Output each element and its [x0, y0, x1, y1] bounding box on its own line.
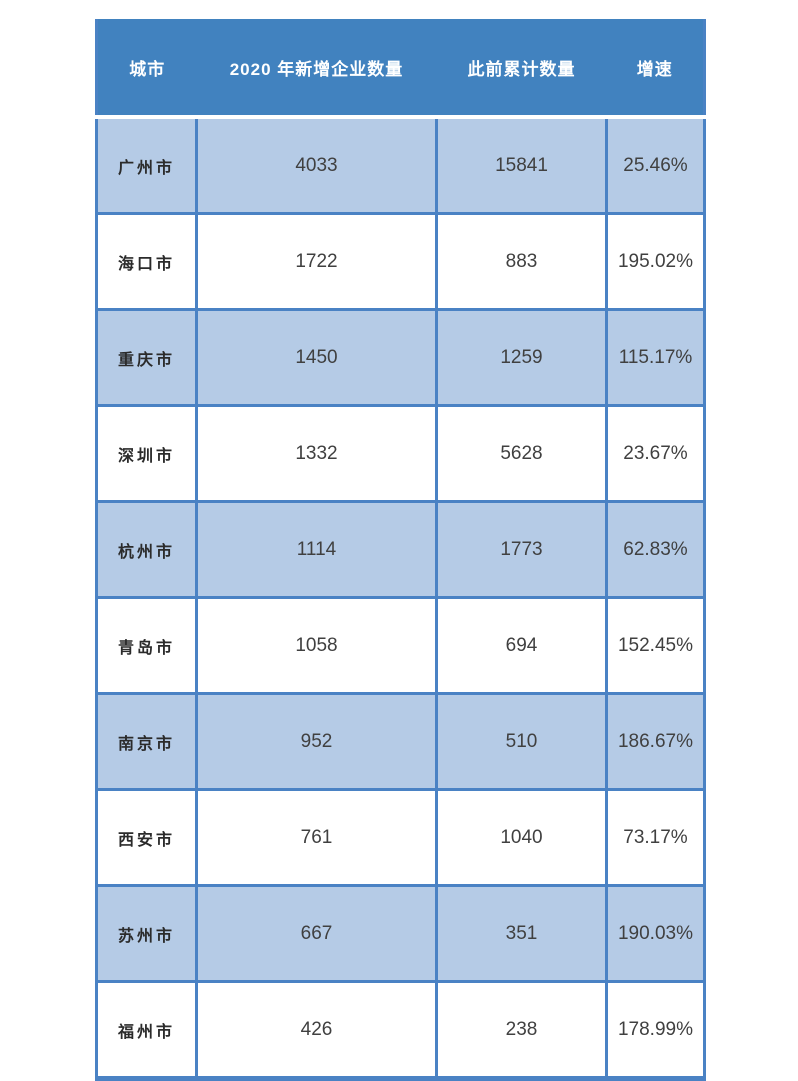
- city-enterprise-table: 城市 2020 年新增企业数量 此前累计数量 增速 广州市 4033 15841…: [95, 19, 706, 1081]
- cell-new-2020: 1332: [195, 404, 438, 503]
- column-header-cumulative: 此前累计数量: [436, 19, 607, 119]
- column-header-city: 城市: [96, 19, 197, 119]
- table-row: 青岛市 1058 694 152.45%: [95, 596, 706, 695]
- table-row: 苏州市 667 351 190.03%: [95, 884, 706, 983]
- cell-growth: 195.02%: [605, 212, 706, 311]
- cell-growth: 178.99%: [605, 980, 706, 1080]
- cell-new-2020: 952: [195, 692, 438, 791]
- cell-city: 广州市: [95, 115, 198, 215]
- cell-growth: 25.46%: [605, 115, 706, 215]
- cell-new-2020: 667: [195, 884, 438, 983]
- cell-city: 青岛市: [95, 596, 198, 695]
- cell-cumulative: 238: [435, 980, 608, 1080]
- cell-cumulative: 510: [435, 692, 608, 791]
- table-row: 西安市 761 1040 73.17%: [95, 788, 706, 887]
- cell-growth: 190.03%: [605, 884, 706, 983]
- cell-city: 杭州市: [95, 500, 198, 599]
- cell-cumulative: 1773: [435, 500, 608, 599]
- table-row: 广州市 4033 15841 25.46%: [95, 115, 706, 215]
- cell-growth: 62.83%: [605, 500, 706, 599]
- table-row: 海口市 1722 883 195.02%: [95, 212, 706, 311]
- header-row: 城市 2020 年新增企业数量 此前累计数量 增速: [96, 19, 705, 119]
- cell-cumulative: 1259: [435, 308, 608, 407]
- cell-city: 重庆市: [95, 308, 198, 407]
- cell-city: 西安市: [95, 788, 198, 887]
- city-enterprise-table-container: 城市 2020 年新增企业数量 此前累计数量 增速 广州市 4033 15841…: [95, 19, 706, 1081]
- cell-new-2020: 426: [195, 980, 438, 1080]
- cell-growth: 115.17%: [605, 308, 706, 407]
- cell-cumulative: 694: [435, 596, 608, 695]
- cell-new-2020: 1450: [195, 308, 438, 407]
- table-row: 南京市 952 510 186.67%: [95, 692, 706, 791]
- cell-city: 苏州市: [95, 884, 198, 983]
- cell-cumulative: 351: [435, 884, 608, 983]
- table-row: 深圳市 1332 5628 23.67%: [95, 404, 706, 503]
- cell-city: 海口市: [95, 212, 198, 311]
- table-header: 城市 2020 年新增企业数量 此前累计数量 增速: [96, 19, 705, 119]
- column-header-new-2020: 2020 年新增企业数量: [196, 19, 437, 119]
- cell-cumulative: 5628: [435, 404, 608, 503]
- cell-new-2020: 1058: [195, 596, 438, 695]
- table-body: 广州市 4033 15841 25.46% 海口市 1722 883 195.0…: [95, 115, 706, 1080]
- table-row: 福州市 426 238 178.99%: [95, 980, 706, 1080]
- cell-new-2020: 1114: [195, 500, 438, 599]
- cell-growth: 186.67%: [605, 692, 706, 791]
- cell-cumulative: 15841: [435, 115, 608, 215]
- cell-cumulative: 1040: [435, 788, 608, 887]
- cell-new-2020: 761: [195, 788, 438, 887]
- table-row: 杭州市 1114 1773 62.83%: [95, 500, 706, 599]
- cell-new-2020: 1722: [195, 212, 438, 311]
- cell-city: 深圳市: [95, 404, 198, 503]
- cell-cumulative: 883: [435, 212, 608, 311]
- cell-growth: 73.17%: [605, 788, 706, 887]
- cell-city: 福州市: [95, 980, 198, 1080]
- cell-city: 南京市: [95, 692, 198, 791]
- cell-growth: 23.67%: [605, 404, 706, 503]
- table-row: 重庆市 1450 1259 115.17%: [95, 308, 706, 407]
- column-header-growth: 增速: [606, 19, 705, 119]
- cell-new-2020: 4033: [195, 115, 438, 215]
- cell-growth: 152.45%: [605, 596, 706, 695]
